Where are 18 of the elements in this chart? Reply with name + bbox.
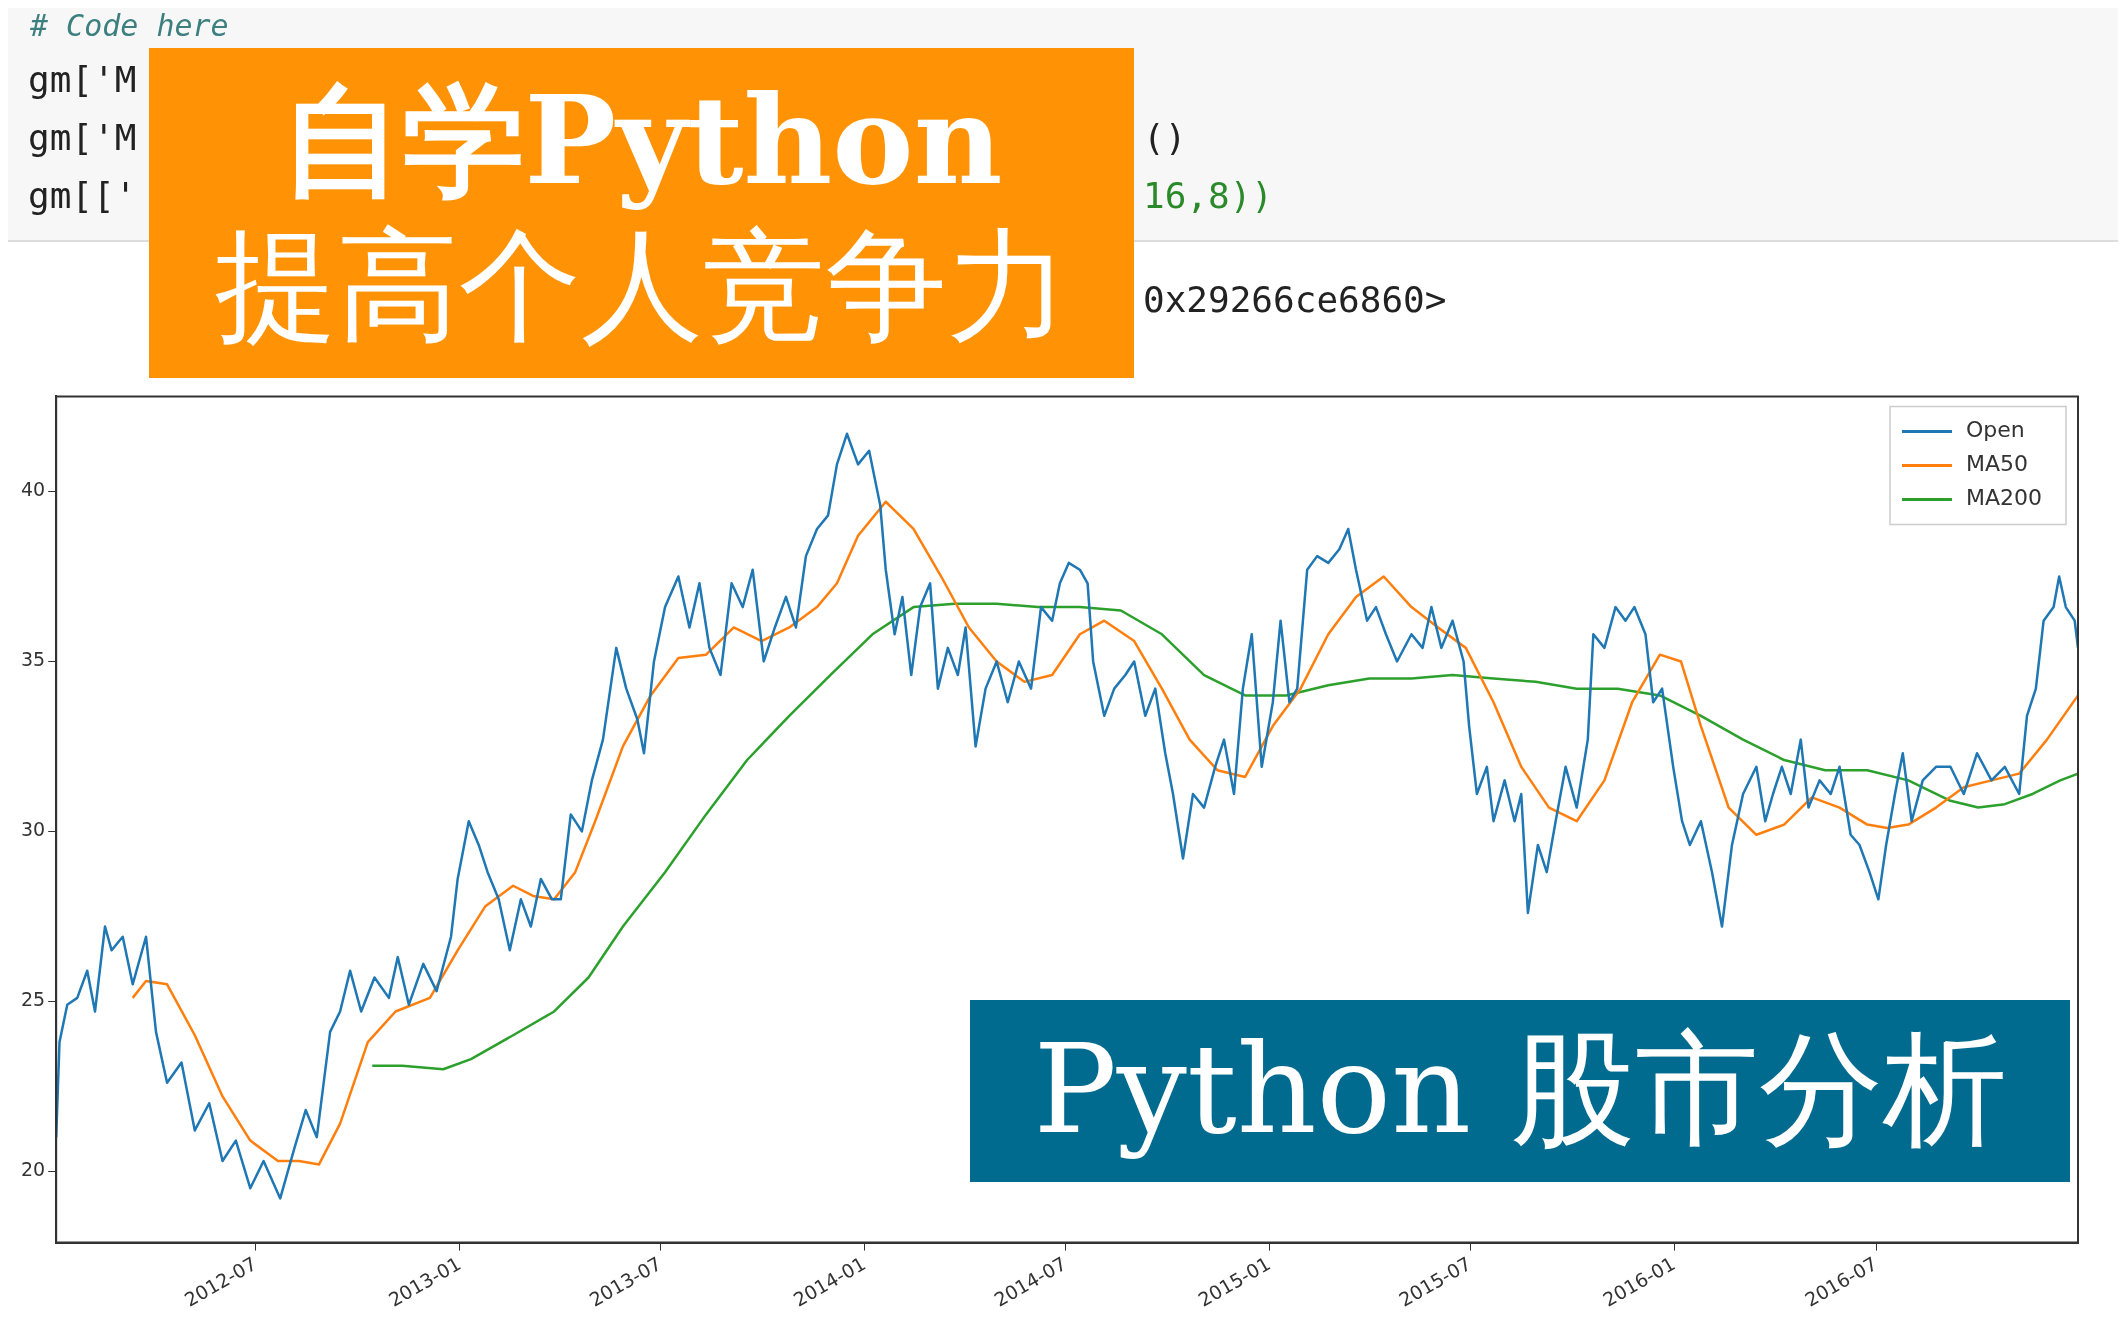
text: () [1143,116,1187,160]
text: 16,8)) [1143,174,1274,218]
y-tick-label: 35 [20,648,46,671]
text: gm['M [28,58,137,102]
annotation: Python 股市分析 [970,1000,2070,1182]
legend-label: Open [1965,417,2025,443]
legend-label: MA50 [1965,451,2029,477]
chart-subtitle: 提高个人竞争力 [213,214,1070,359]
y-tick-label: 30 [20,818,46,841]
y-tick-label: 25 [20,988,46,1011]
chart-title: 自学Python [279,66,1004,213]
y-tick-label: 40 [20,478,46,501]
text: gm['M [28,116,137,160]
y-tick-label: 20 [20,1158,46,1181]
text: # Code here [30,8,229,44]
legend-label: MA200 [1965,485,2043,511]
text: gm[[' [28,174,137,218]
text: 0x29266ce6860> [1143,278,1447,322]
